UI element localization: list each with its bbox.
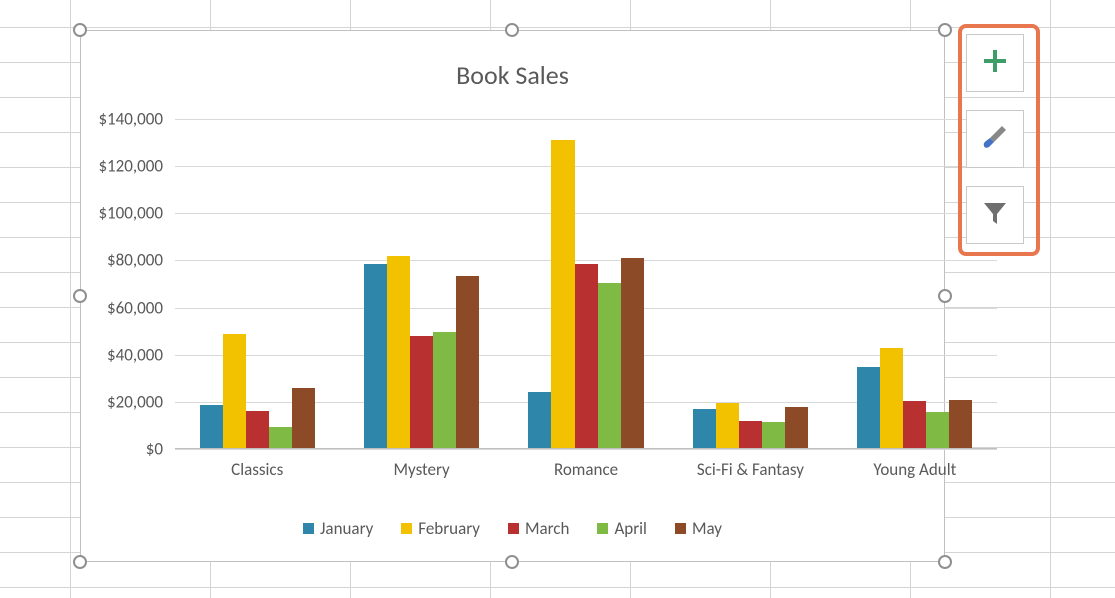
bar[interactable] [410, 336, 433, 449]
selection-handle[interactable] [73, 23, 87, 37]
legend-label: January [320, 518, 373, 539]
chart-filters-button[interactable] [966, 186, 1024, 244]
legend-item[interactable]: April [597, 518, 647, 539]
y-tick-label: $60,000 [107, 297, 163, 318]
legend-swatch [597, 523, 608, 534]
y-tick-label: $20,000 [107, 391, 163, 412]
category-label: Classics [175, 453, 339, 483]
bar[interactable] [575, 264, 598, 449]
bar[interactable] [200, 405, 223, 449]
bar[interactable] [528, 392, 551, 449]
bar[interactable] [246, 411, 269, 449]
category-label: Young Adult [833, 453, 997, 483]
category-label: Mystery [339, 453, 503, 483]
bar[interactable] [926, 412, 949, 449]
brush-icon [980, 122, 1010, 157]
bar[interactable] [762, 422, 785, 449]
plus-icon [981, 47, 1009, 80]
bar[interactable] [364, 264, 387, 449]
chart-title[interactable]: Book Sales [81, 31, 944, 91]
legend-swatch [508, 523, 519, 534]
legend-label: February [418, 518, 480, 539]
bar[interactable] [785, 407, 808, 449]
y-tick-label: $100,000 [98, 203, 163, 224]
bar[interactable] [292, 388, 315, 449]
legend-label: March [525, 518, 569, 539]
bar[interactable] [387, 256, 410, 449]
bar[interactable] [456, 276, 479, 449]
bar[interactable] [551, 140, 574, 449]
chart-styles-button[interactable] [966, 110, 1024, 168]
category-label: Sci-Fi & Fantasy [668, 453, 832, 483]
gridline [175, 449, 997, 450]
selection-handle[interactable] [938, 555, 952, 569]
selection-handle[interactable] [505, 555, 519, 569]
bar[interactable] [269, 427, 292, 449]
selection-handle[interactable] [73, 555, 87, 569]
selection-handle[interactable] [73, 289, 87, 303]
bar-group [175, 119, 339, 449]
legend-swatch [675, 523, 686, 534]
y-tick-label: $140,000 [98, 109, 163, 130]
bar-group [668, 119, 832, 449]
selection-handle[interactable] [938, 23, 952, 37]
bar[interactable] [598, 283, 621, 449]
legend-swatch [303, 523, 314, 534]
bar[interactable] [716, 403, 739, 449]
plot-area[interactable] [175, 119, 997, 449]
category-label: Romance [504, 453, 668, 483]
selection-handle[interactable] [505, 23, 519, 37]
bar[interactable] [223, 334, 246, 450]
legend-item[interactable]: January [303, 518, 373, 539]
bar[interactable] [621, 258, 644, 449]
bar[interactable] [857, 367, 880, 450]
x-axis-labels[interactable]: ClassicsMysteryRomanceSci-Fi & FantasyYo… [175, 453, 997, 483]
legend-item[interactable]: February [401, 518, 480, 539]
chart-object[interactable]: Book Sales $0 $20,000 $40,000 $60,000 $80,00… [80, 30, 945, 562]
y-axis[interactable]: $0$20,000$40,000$60,000$80,000$100,000$1… [81, 113, 171, 453]
chart-tools [966, 34, 1026, 244]
selection-handle[interactable] [938, 289, 952, 303]
bar-group [339, 119, 503, 449]
y-tick-label: $80,000 [107, 250, 163, 271]
bar[interactable] [739, 421, 762, 449]
legend-item[interactable]: March [508, 518, 569, 539]
bar-group [504, 119, 668, 449]
x-axis-line [175, 448, 997, 449]
bar[interactable] [903, 401, 926, 449]
y-tick-label: $0 [146, 439, 163, 460]
chart-elements-button[interactable] [966, 34, 1024, 92]
bar[interactable] [880, 348, 903, 449]
bar[interactable] [949, 400, 972, 450]
y-tick-label: $120,000 [98, 156, 163, 177]
legend[interactable]: January February March April May [81, 518, 944, 539]
legend-item[interactable]: May [675, 518, 722, 539]
legend-swatch [401, 523, 412, 534]
bar[interactable] [693, 409, 716, 449]
bar[interactable] [433, 332, 456, 449]
legend-label: April [614, 518, 647, 539]
funnel-icon [980, 198, 1010, 233]
legend-label: May [692, 518, 722, 539]
y-tick-label: $40,000 [107, 344, 163, 365]
